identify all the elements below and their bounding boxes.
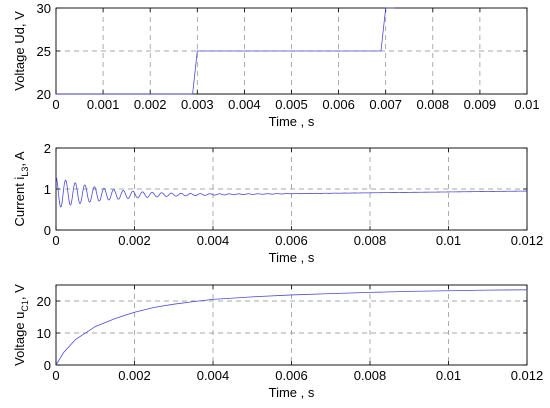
x-tick-label-il3: 0: [52, 233, 59, 248]
x-tick-label-il3: 0.012: [511, 233, 544, 248]
ticks-uc1: 0 0.002 0.004 0.006 0.008 0.01 0.012 0 10 20: [37, 285, 544, 383]
ticks-ud: 0 0.001 0.002 0.003 0.004 0.005 0.006 0.007 0.00…: [37, 1, 540, 112]
x-tick-label-il3: 0.01: [436, 233, 461, 248]
panel-ud: 0 0.001 0.002 0.003 0.004 0.005 0.006 0.007 0.00…: [12, 1, 540, 129]
grid-uc1: [56, 285, 527, 365]
x-tick-label-uc1: 0.012: [511, 368, 544, 383]
series-layer-uc1: [55, 289, 528, 366]
x-tick-label-uc1: 0: [52, 368, 59, 383]
series-line-ud-0: [56, 7, 396, 95]
y-axis-label-il3-main: Current i: [12, 177, 27, 227]
panel-uc1: 0 0.002 0.004 0.006 0.008 0.01 0.012 0 10 20 Time…: [12, 284, 543, 400]
x-axis-label-ud: Time , s: [269, 114, 315, 129]
y-axis-label-uc1-main: Voltage u: [12, 312, 27, 366]
x-tick-label-ud: 0.002: [134, 97, 167, 112]
y-tick-label-ud: 30: [37, 1, 51, 16]
y-axis-label-ud: Voltage Ud, V: [12, 11, 27, 91]
y-axis-label-il3: Current iL3, A: [12, 151, 30, 226]
x-tick-label-il3: 0.004: [197, 233, 230, 248]
x-tick-label-il3: 0.002: [118, 233, 151, 248]
x-tick-label-ud: 0.009: [464, 97, 497, 112]
series-layer-ud: [56, 7, 396, 95]
x-tick-label-uc1: 0.004: [197, 368, 230, 383]
y-tick-label-ud: 25: [37, 44, 51, 59]
y-tick-label-uc1: 10: [37, 326, 51, 341]
x-tick-label-il3: 0.008: [354, 233, 387, 248]
x-tick-label-ud: 0.003: [181, 97, 214, 112]
y-tick-label-il3: 1: [44, 182, 51, 197]
y-tick-label-uc1: 0: [44, 358, 51, 373]
y-tick-label-il3: 2: [44, 141, 51, 156]
x-tick-label-ud: 0.007: [369, 97, 402, 112]
y-tick-label-il3: 0: [44, 223, 51, 238]
x-axis-label-uc1: Time , s: [269, 385, 315, 400]
x-tick-label-ud: 0.006: [322, 97, 355, 112]
grid-il3: [56, 148, 527, 230]
y-axis-label-uc1-sub: C1: [20, 300, 30, 312]
x-tick-label-ud: 0.004: [228, 97, 261, 112]
x-tick-label-ud: 0: [52, 97, 59, 112]
x-tick-label-ud: 0.01: [514, 97, 539, 112]
x-tick-label-uc1: 0.008: [354, 368, 387, 383]
x-axis-label-il3: Time , s: [269, 250, 315, 265]
y-tick-label-ud: 20: [37, 87, 51, 102]
x-tick-label-uc1: 0.01: [436, 368, 461, 383]
y-axis-label-uc1-tail: , V: [12, 284, 27, 300]
x-tick-label-ud: 0.008: [417, 97, 450, 112]
x-tick-label-uc1: 0.006: [275, 368, 308, 383]
ticks-il3: 0 0.002 0.004 0.006 0.008 0.01 0.012 0 1 2: [44, 141, 544, 248]
x-tick-label-uc1: 0.002: [118, 368, 151, 383]
x-tick-label-ud: 0.005: [275, 97, 308, 112]
y-axis-label-il3-sub: L3: [20, 167, 30, 177]
series-layer-il3: [55, 176, 527, 208]
x-tick-label-il3: 0.006: [275, 233, 308, 248]
series-line-il3-0: [55, 176, 527, 208]
y-axis-label-uc1: Voltage uC1, V: [12, 284, 30, 366]
series-line-uc1-0: [55, 289, 528, 366]
x-tick-label-ud: 0.001: [87, 97, 120, 112]
y-axis-label-il3-tail: , A: [12, 151, 27, 167]
y-tick-label-uc1: 20: [37, 294, 51, 309]
panel-il3: 0 0.002 0.004 0.006 0.008 0.01 0.012 0 1 2 Time ,…: [12, 141, 543, 265]
